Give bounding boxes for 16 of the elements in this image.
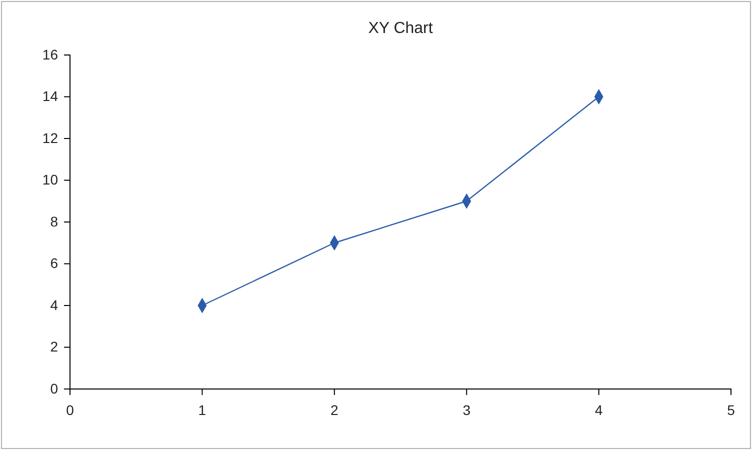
x-tick-label: 1	[198, 402, 206, 418]
x-tick-label: 2	[330, 402, 338, 418]
y-tick-label: 16	[42, 46, 58, 62]
x-tick-label: 5	[727, 402, 736, 418]
chart-title: XY Chart	[368, 20, 434, 37]
y-tick-label: 12	[42, 130, 58, 146]
x-tick-label: 3	[462, 402, 471, 418]
y-tick-label: 14	[42, 88, 58, 104]
x-tick-label: 4	[594, 402, 603, 418]
y-tick-label: 0	[50, 380, 58, 396]
x-tick-label: 0	[66, 402, 74, 418]
y-tick-label: 6	[50, 255, 58, 272]
y-tick-label: 8	[50, 213, 58, 230]
y-tick-label: 2	[50, 338, 58, 355]
y-tick-label: 10	[42, 172, 58, 188]
y-tick-label: 4	[50, 296, 58, 313]
